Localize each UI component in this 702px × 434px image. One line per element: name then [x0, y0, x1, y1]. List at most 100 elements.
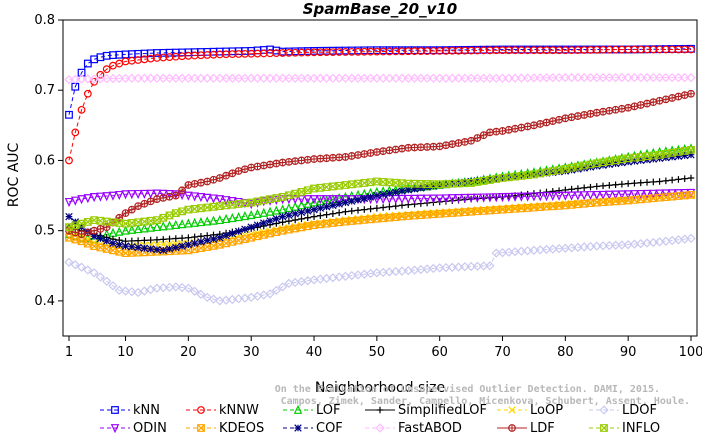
- point-ldf: [592, 108, 601, 117]
- point-ldf-cross: [442, 141, 450, 149]
- point-ldof: [83, 265, 93, 275]
- point-ldf-cross: [323, 154, 330, 162]
- legend-marker-ldof: [599, 405, 609, 415]
- point-simplifiedlof: [386, 203, 393, 211]
- point-odin: [479, 193, 488, 203]
- point-inflo: [190, 204, 199, 213]
- point-odin: [554, 191, 564, 201]
- legend-marker-ldf-cross: [508, 424, 516, 432]
- point-ldf-cross: [455, 139, 462, 147]
- point-cof: [555, 167, 563, 176]
- point-fastabod: [133, 73, 143, 83]
- point-simplifiedlof: [549, 188, 557, 195]
- point-fastabod: [76, 74, 87, 84]
- legend-label-cof: COF: [316, 421, 343, 434]
- point-ldf-cross: [675, 93, 682, 100]
- point-ldf: [630, 102, 639, 111]
- point-cof: [184, 240, 193, 249]
- point-fastabod: [227, 73, 238, 83]
- point-fastabod: [648, 72, 658, 83]
- point-simplifiedlof: [141, 237, 148, 244]
- point-ldf-cross: [90, 227, 98, 234]
- point-ldf-cross: [273, 160, 280, 167]
- point-odin: [535, 192, 545, 202]
- point-odin: [303, 195, 312, 205]
- point-cof: [153, 245, 161, 254]
- point-kdeos: [649, 194, 658, 203]
- point-fastabod: [403, 73, 413, 83]
- point-ldf: [310, 155, 318, 163]
- point-kdeos: [523, 204, 532, 212]
- legend-marker-lof: [293, 404, 303, 414]
- point-lof: [152, 221, 162, 232]
- point-inflo: [71, 221, 80, 230]
- point-cof: [115, 240, 123, 249]
- series-fastabod: [64, 72, 696, 85]
- point-fastabod: [554, 73, 564, 83]
- point-simplifiedlof: [662, 177, 670, 185]
- point-cof: [304, 207, 312, 215]
- point-odin: [96, 192, 105, 202]
- point-fastabod: [164, 73, 175, 83]
- point-inflo: [561, 164, 570, 173]
- point-cof: [228, 229, 237, 238]
- point-ldf-cross: [335, 154, 343, 161]
- point-ldf-cross: [574, 112, 582, 120]
- point-lof: [278, 204, 287, 214]
- point-kdeos: [266, 229, 274, 238]
- y-axis-label: ROC AUC: [6, 142, 22, 207]
- point-odin: [655, 189, 664, 199]
- point-fastabod: [391, 73, 401, 83]
- point-ldf-cross: [486, 129, 494, 136]
- watermark-line-1: On the Evaluation of Unsupervised Outlie…: [275, 383, 660, 395]
- point-ldf: [335, 153, 344, 162]
- legend-item-lof: LOF: [283, 403, 341, 418]
- point-ldof: [76, 262, 87, 272]
- point-cof: [216, 233, 224, 242]
- point-ldf-cross: [266, 161, 274, 168]
- legend-item-ldf: LDF: [497, 421, 555, 434]
- point-fastabod: [636, 72, 646, 83]
- point-fastabod: [240, 73, 250, 83]
- point-inflo: [536, 169, 545, 178]
- point-kdeos: [284, 225, 293, 234]
- x-tick-label: 50: [369, 345, 386, 360]
- point-ldof: [610, 240, 621, 250]
- legend-marker-kdeos: [197, 424, 205, 432]
- point-cof: [473, 177, 482, 185]
- point-simplifiedlof: [304, 214, 312, 222]
- point-ldf: [278, 158, 287, 167]
- point-fastabod: [284, 73, 294, 83]
- point-loop: [159, 240, 167, 249]
- point-ldf: [442, 141, 450, 150]
- legend-item-knn: kNN: [100, 403, 160, 418]
- point-ldf-cross: [499, 127, 506, 135]
- point-fastabod: [560, 72, 570, 83]
- point-knn: [90, 55, 99, 64]
- point-lof: [146, 222, 155, 232]
- point-odin: [121, 190, 130, 200]
- point-ldf: [165, 192, 174, 201]
- point-ldof: [95, 272, 106, 282]
- point-ldf: [435, 142, 444, 151]
- point-ldf-cross: [543, 119, 550, 126]
- point-fastabod: [497, 73, 508, 83]
- point-odin: [611, 190, 620, 200]
- point-fastabod: [629, 72, 640, 83]
- point-ldf-cross: [555, 116, 563, 124]
- point-ldf-cross: [524, 123, 531, 130]
- point-odin: [473, 193, 482, 203]
- point-inflo: [360, 179, 369, 187]
- point-inflo: [680, 146, 689, 155]
- point-lof: [316, 196, 325, 206]
- point-ldf-cross: [241, 165, 249, 173]
- point-inflo: [687, 146, 695, 154]
- point-inflo: [661, 149, 670, 158]
- legend-marker-ldf: [508, 424, 516, 432]
- point-odin: [623, 190, 633, 200]
- point-cof: [190, 239, 199, 248]
- point-cof: [90, 232, 98, 241]
- point-inflo: [548, 167, 557, 176]
- point-odin: [221, 196, 231, 206]
- point-ldof: [265, 289, 275, 299]
